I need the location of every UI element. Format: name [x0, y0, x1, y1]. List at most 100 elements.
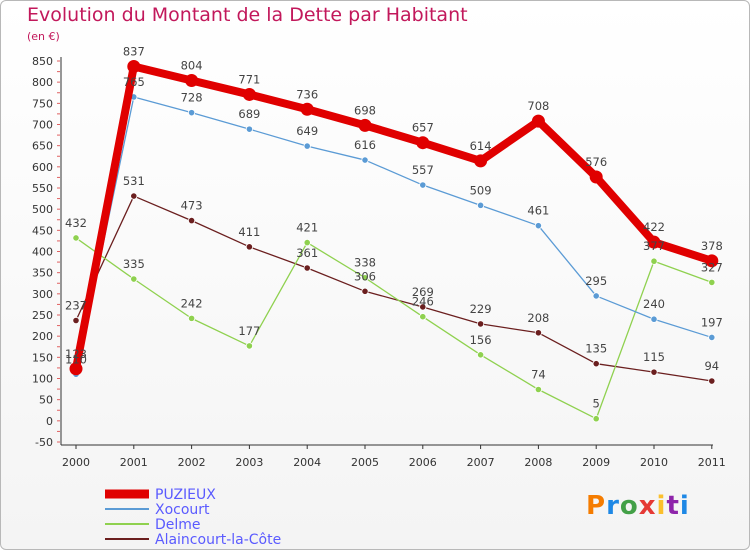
data-label: 837	[123, 45, 145, 59]
data-point	[531, 114, 545, 128]
data-point	[245, 342, 253, 350]
data-point	[534, 385, 543, 394]
series-line-xocourt	[75, 96, 713, 375]
data-label: 616	[354, 138, 376, 152]
data-label: 229	[470, 302, 492, 316]
data-label: 378	[701, 239, 723, 253]
data-label: 576	[585, 155, 607, 169]
data-point	[245, 125, 253, 133]
proxiti-logo: Proxiti	[586, 491, 690, 521]
data-label: 649	[296, 124, 318, 138]
x-tick-label: 2003	[235, 456, 263, 469]
data-label: 765	[123, 75, 145, 89]
x-tick-label: 2004	[293, 456, 321, 469]
x-tick-label: 2008	[524, 456, 552, 469]
data-point	[361, 156, 369, 164]
legend-label: Alaincourt-la-Côte	[155, 532, 281, 548]
data-point	[592, 360, 600, 368]
data-label: 728	[181, 91, 203, 105]
data-label: 242	[181, 296, 203, 310]
data-label: 361	[296, 246, 318, 260]
data-point	[592, 292, 600, 300]
data-label: 421	[296, 221, 318, 235]
data-label: 74	[531, 368, 546, 382]
data-point	[419, 181, 427, 189]
data-label: 306	[354, 269, 376, 283]
data-label: 531	[123, 174, 145, 188]
data-point	[130, 275, 138, 283]
data-label: 110	[65, 352, 87, 366]
y-tick-label: 0	[46, 415, 53, 428]
data-label: 432	[65, 216, 87, 230]
y-tick-label: 250	[32, 309, 53, 322]
series-line-delme	[75, 237, 713, 420]
data-point	[589, 170, 603, 184]
data-point	[650, 257, 658, 265]
data-point	[361, 274, 369, 282]
x-tick-label: 2006	[409, 456, 437, 469]
x-tick-label: 2000	[62, 456, 90, 469]
data-label: 422	[643, 220, 665, 234]
y-tick-label: 350	[32, 267, 53, 280]
x-tick-label: 2011	[698, 456, 726, 469]
data-point	[303, 264, 311, 272]
data-point	[708, 333, 716, 342]
data-point	[476, 201, 485, 209]
data-label: 177	[238, 324, 260, 338]
data-point	[419, 303, 427, 311]
data-point	[708, 377, 716, 385]
data-label: 156	[470, 333, 492, 347]
data-label: 411	[238, 225, 260, 239]
data-point	[534, 329, 543, 337]
data-label: 237	[65, 299, 87, 313]
data-label: 327	[701, 260, 723, 274]
data-label: 461	[527, 204, 549, 218]
y-tick-label: 850	[32, 55, 53, 68]
data-point	[245, 243, 253, 251]
legend-label: PUZIEUX	[155, 487, 216, 503]
y-tick-label: 550	[32, 182, 53, 195]
data-point	[650, 368, 658, 376]
data-point	[361, 287, 369, 295]
data-point	[188, 314, 196, 322]
data-point	[300, 102, 314, 116]
y-tick-label: -50	[35, 436, 53, 449]
y-tick-label: 200	[32, 330, 53, 343]
y-tick-label: 300	[32, 288, 53, 301]
chart-subtitle: (en €)	[27, 30, 60, 43]
x-tick-label: 2001	[120, 456, 148, 469]
data-label: 240	[643, 297, 665, 311]
data-label: 736	[296, 87, 318, 101]
series-line-alaincourt-la-c-te	[75, 195, 713, 382]
data-point	[476, 320, 485, 328]
data-point	[69, 362, 83, 376]
y-tick-label: 600	[32, 161, 53, 174]
data-label: 509	[470, 183, 492, 197]
data-point	[303, 239, 311, 247]
data-label: 269	[412, 285, 434, 299]
x-tick-label: 2002	[178, 456, 206, 469]
x-tick-label: 2009	[582, 456, 610, 469]
data-point	[416, 136, 430, 150]
data-label: 698	[354, 103, 376, 117]
x-tick-label: 2005	[351, 456, 379, 469]
data-point	[188, 216, 196, 225]
legend-label: Xocourt	[155, 502, 210, 518]
data-label: 335	[123, 257, 145, 271]
chart-title: Evolution du Montant de la Dette par Hab…	[27, 4, 468, 26]
data-point	[534, 222, 543, 230]
data-point	[474, 154, 488, 168]
data-label: 123	[65, 347, 87, 361]
data-point	[592, 415, 600, 423]
data-label: 197	[701, 315, 723, 329]
series-line-puzieux	[72, 62, 716, 373]
y-tick-label: 700	[32, 119, 53, 132]
y-tick-label: 400	[32, 246, 53, 259]
data-label: 208	[527, 311, 549, 325]
legend-label: Delme	[155, 517, 201, 533]
data-point	[185, 73, 199, 87]
y-tick-label: 800	[32, 76, 53, 89]
data-point	[242, 87, 256, 101]
